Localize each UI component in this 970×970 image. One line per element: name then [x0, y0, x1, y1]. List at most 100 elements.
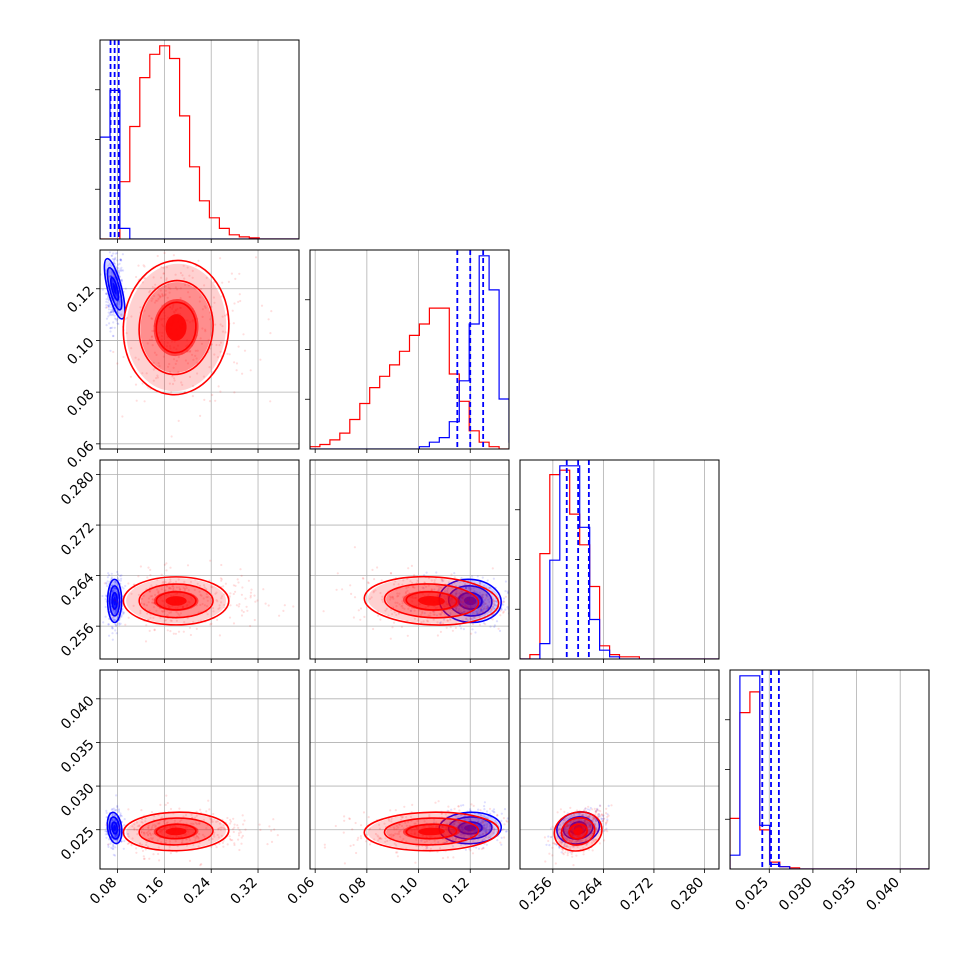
scatter-point — [368, 843, 372, 846]
scatter-point — [121, 253, 124, 256]
scatter-point — [396, 595, 399, 598]
scatter-point — [490, 615, 494, 618]
scatter-point — [491, 608, 494, 611]
scatter-point — [194, 816, 197, 819]
scatter-point — [417, 845, 420, 848]
scatter-point — [105, 816, 108, 819]
scatter-point — [389, 809, 392, 812]
scatter-point — [460, 834, 463, 837]
scatter-point — [135, 821, 139, 824]
scatter-point — [105, 836, 108, 839]
scatter-point — [182, 586, 185, 589]
scatter-point — [272, 818, 275, 821]
scatter-point — [455, 607, 458, 610]
scatter-point — [471, 829, 474, 832]
scatter-point — [567, 845, 570, 848]
scatter-point — [120, 577, 123, 580]
scatter-point — [423, 820, 426, 823]
y-tick-label: 0.06 — [64, 438, 97, 471]
scatter-point — [457, 815, 460, 818]
contour-line — [383, 583, 480, 619]
scatter-point — [411, 585, 414, 588]
scatter-point — [471, 829, 474, 832]
scatter-point — [479, 610, 482, 613]
scatter-point — [475, 822, 478, 825]
scatter-point — [584, 821, 587, 824]
scatter-point — [494, 604, 497, 607]
scatter-point — [109, 330, 112, 333]
scatter-point — [151, 297, 154, 300]
scatter-point — [446, 587, 450, 590]
scatter-point — [201, 602, 204, 606]
scatter-point — [241, 814, 244, 817]
scatter-point — [114, 610, 118, 613]
scatter-point — [137, 593, 140, 596]
scatter-point — [563, 844, 566, 847]
scatter-point — [429, 612, 432, 615]
scatter-point — [476, 611, 479, 614]
scatter-point — [149, 568, 152, 571]
scatter-point — [438, 589, 441, 592]
scatter-point — [153, 815, 156, 818]
scatter-point — [147, 597, 151, 600]
scatter-point — [580, 821, 583, 824]
scatter-point — [447, 815, 450, 818]
scatter-point — [512, 605, 514, 607]
scatter-point — [569, 806, 572, 809]
scatter-point — [130, 592, 133, 595]
scatter-point — [105, 581, 108, 584]
scatter-point — [588, 824, 592, 827]
density-series-1 — [363, 811, 500, 852]
scatter-point — [477, 808, 480, 811]
scatter-point — [566, 854, 569, 857]
scatter-point — [112, 252, 115, 255]
scatter-point — [159, 289, 162, 292]
scatter-point — [235, 369, 238, 372]
scatter-point — [105, 292, 108, 295]
scatter-point — [471, 618, 474, 621]
scatter-point — [208, 400, 212, 403]
scatter-point — [264, 602, 267, 605]
scatter-point — [413, 617, 416, 620]
scatter-point — [244, 828, 247, 831]
scatter-point — [569, 816, 572, 819]
scatter-point — [425, 571, 428, 574]
scatter-point — [446, 619, 450, 622]
scatter-point — [111, 583, 114, 586]
scatter-point — [594, 810, 597, 813]
scatter-point — [164, 294, 167, 297]
scatter-point — [148, 629, 151, 632]
scatter-point — [472, 804, 475, 807]
scatter-point — [112, 310, 115, 313]
scatter-point — [341, 588, 344, 591]
scatter-point — [378, 823, 381, 826]
scatter-point — [147, 601, 150, 604]
scatter-point — [167, 365, 170, 368]
scatter-point — [184, 359, 187, 362]
panel-0-0 — [95, 39, 300, 243]
scatter-point — [416, 820, 419, 823]
scatter-point — [515, 815, 517, 817]
scatter-point — [458, 821, 461, 825]
scatter-point — [421, 610, 424, 614]
scatter-point — [231, 309, 234, 312]
scatter-point — [588, 829, 591, 832]
scatter-point — [204, 330, 207, 333]
scatter-point — [105, 809, 108, 812]
scatter-point — [156, 254, 159, 258]
scatter-point — [436, 584, 439, 587]
scatter-point — [113, 611, 116, 614]
scatter-point — [152, 832, 155, 835]
scatter-point — [563, 843, 567, 846]
scatter-point — [124, 318, 127, 321]
scatter-point — [563, 810, 566, 813]
scatter-point — [143, 831, 146, 834]
scatter-point — [481, 832, 484, 835]
scatter-point — [163, 619, 166, 622]
scatter-point — [143, 833, 146, 836]
scatter-point — [592, 818, 595, 821]
scatter-point — [141, 597, 144, 600]
scatter-point — [469, 818, 472, 821]
scatter-point — [111, 617, 114, 620]
